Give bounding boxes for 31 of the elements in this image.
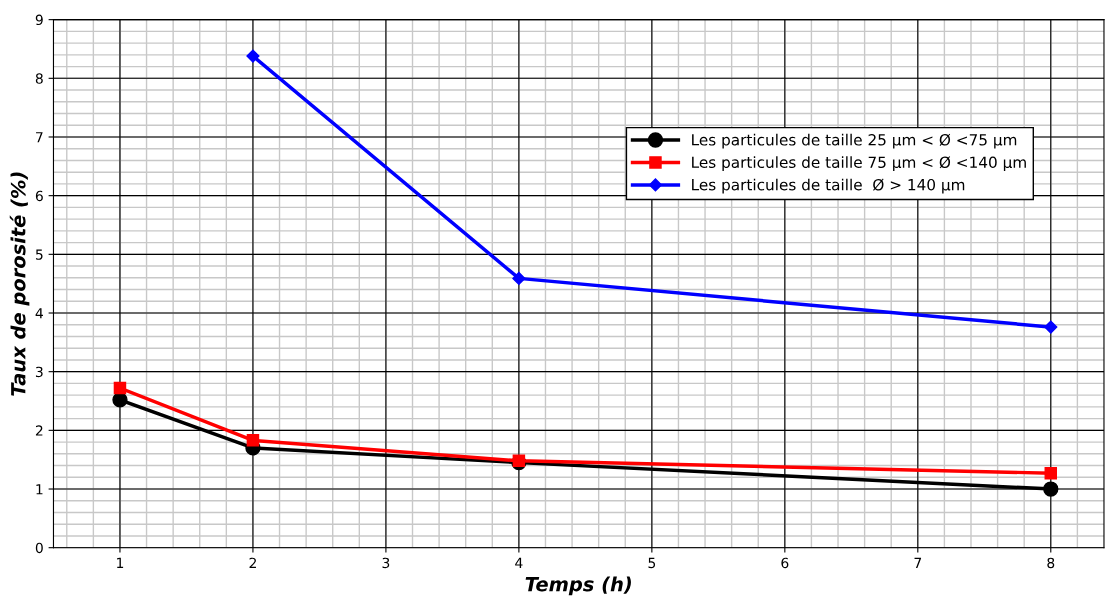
point bbox=[1044, 320, 1058, 334]
y-tick-label: 1 bbox=[36, 484, 43, 495]
y-tick-label: 0 bbox=[35, 542, 43, 554]
x-axis-title: Temps (h) bbox=[525, 576, 631, 596]
x-tick-label: 7 bbox=[914, 557, 922, 568]
y-tick-label: 4 bbox=[35, 308, 43, 319]
x-tick-label: 8 bbox=[1047, 557, 1055, 569]
y-tick-label: 2 bbox=[35, 425, 43, 436]
legend-label: Les particules de taille 75 µm < Ø <140 µm bbox=[692, 156, 1026, 171]
y-tick-label: 3 bbox=[35, 366, 43, 378]
y-tick-label: 9 bbox=[35, 14, 43, 26]
y-tick-label: 8 bbox=[35, 73, 43, 84]
x-tick-label: 4 bbox=[515, 557, 523, 568]
x-tick-label: 6 bbox=[781, 557, 789, 569]
x-tick-label: 5 bbox=[648, 557, 656, 569]
point bbox=[246, 434, 260, 447]
point bbox=[246, 49, 260, 63]
y-tick-label: 7 bbox=[36, 132, 43, 143]
point bbox=[1043, 481, 1059, 497]
point bbox=[113, 381, 127, 395]
point bbox=[112, 392, 128, 408]
y-tick-label: 6 bbox=[35, 190, 43, 202]
point bbox=[512, 271, 526, 285]
y-tick-label: 5 bbox=[35, 249, 43, 260]
legend-label: Les particules de taille Ø > 140 µm bbox=[692, 178, 965, 194]
y-axis-title: Taux de porosité (%) bbox=[9, 172, 30, 396]
x-tick-label: 1 bbox=[117, 557, 124, 568]
x-tick-label: 2 bbox=[249, 557, 256, 568]
legend-label: Les particules de taille 25 µm < Ø <75 µm bbox=[692, 133, 1017, 149]
point bbox=[1044, 466, 1058, 480]
x-tick-label: 3 bbox=[382, 557, 390, 569]
